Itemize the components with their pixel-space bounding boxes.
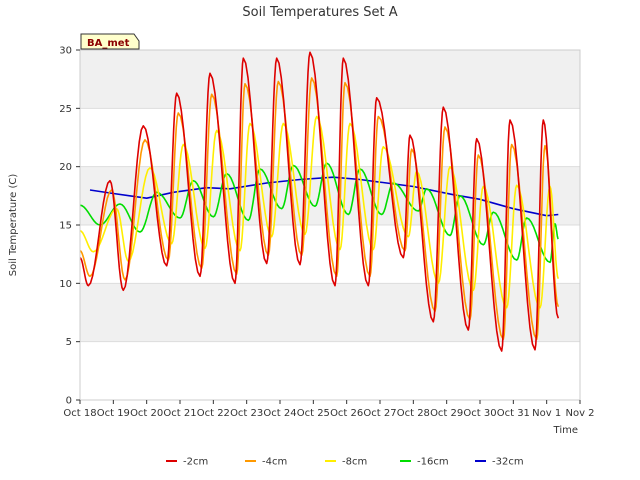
x-tick-label: Oct 25 [297, 408, 330, 419]
x-tick-label: Oct 19 [97, 408, 130, 419]
x-tick-label: Oct 22 [197, 408, 230, 419]
y-tick-label: 5 [66, 337, 72, 348]
x-tick-label: Oct 18 [63, 408, 96, 419]
y-tick-label: 15 [59, 221, 72, 232]
y-tick-label: 20 [59, 162, 72, 173]
chart-title: Soil Temperatures Set A [242, 5, 397, 20]
x-axis-label: Time [553, 425, 578, 436]
y-tick-label: 25 [59, 104, 72, 115]
series-line-neg32cm [89, 176, 559, 217]
legend-label: -16cm [417, 457, 449, 468]
legend-label: -8cm [342, 457, 367, 468]
x-tick-label: Oct 26 [330, 408, 363, 419]
x-axis-ticks: Oct 18 Oct 19 Oct 20 Oct 21 Oct 22 Oct 23 Oct … [63, 400, 595, 419]
grid-band [80, 50, 580, 109]
legend-label: -32cm [492, 457, 524, 468]
site-label-text: BA_met [87, 38, 130, 49]
x-tick-label: Oct 28 [397, 408, 430, 419]
x-tick-label: Oct 24 [263, 408, 296, 419]
x-tick-label: Oct 21 [163, 408, 196, 419]
x-tick-label: Nov 1 [532, 408, 561, 419]
y-tick-label: 30 [59, 46, 72, 57]
x-tick-label: Oct 20 [130, 408, 163, 419]
y-tick-label: 10 [59, 279, 72, 290]
legend-label: -4cm [262, 457, 287, 468]
site-label-tag: BA_met [80, 33, 140, 50]
x-tick-label: Oct 29 [430, 408, 463, 419]
plot-background-bands [80, 49, 580, 401]
y-axis-label: Soil Temperature (C) [8, 174, 19, 277]
y-tick-label: 0 [66, 396, 72, 407]
series-layer [79, 51, 560, 352]
x-tick-label: Oct 31 [497, 408, 530, 419]
x-tick-label: Oct 23 [230, 408, 263, 419]
series-line-neg2cm [79, 51, 560, 352]
legend-label: -2cm [183, 457, 208, 468]
series-line-neg8cm [79, 115, 560, 309]
chart-legend: -2cm -4cm -8cm -16cm -32cm [166, 457, 524, 468]
x-tick-label: Nov 2 [565, 408, 594, 419]
x-tick-label: Oct 27 [363, 408, 396, 419]
x-tick-label: Oct 30 [463, 408, 496, 419]
y-axis-ticks: 0 5 10 15 20 25 30 [59, 46, 80, 407]
